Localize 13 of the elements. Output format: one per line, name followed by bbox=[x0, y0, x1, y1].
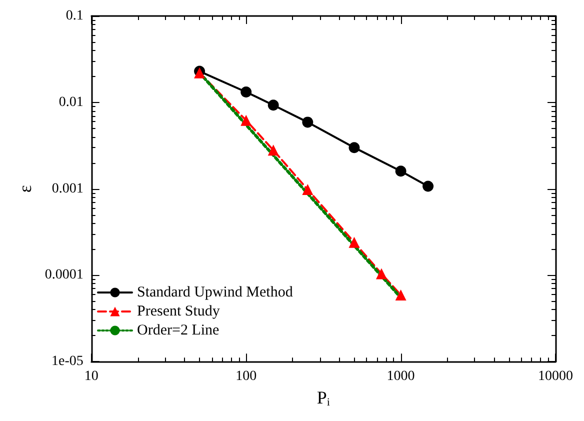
y-tick-label: 1e-05 bbox=[52, 354, 84, 370]
x-tick-label: 10000 bbox=[538, 369, 573, 384]
x-tick-label: 1000 bbox=[386, 369, 415, 384]
legend-label: Present Study bbox=[137, 304, 220, 320]
y-tick-label: 0.01 bbox=[58, 94, 84, 110]
legend-label: Standard Upwind Method bbox=[137, 284, 294, 300]
y-tick-label: 0.0001 bbox=[44, 268, 84, 283]
legend-label: Order=2 Line bbox=[137, 322, 220, 338]
x-tick-label: 10 bbox=[84, 369, 98, 384]
x-tick-label: 100 bbox=[236, 369, 257, 384]
y-axis-title: ε bbox=[15, 184, 35, 193]
y-tick-label: 0.001 bbox=[52, 181, 84, 196]
y-tick-label: 0.1 bbox=[66, 8, 84, 24]
